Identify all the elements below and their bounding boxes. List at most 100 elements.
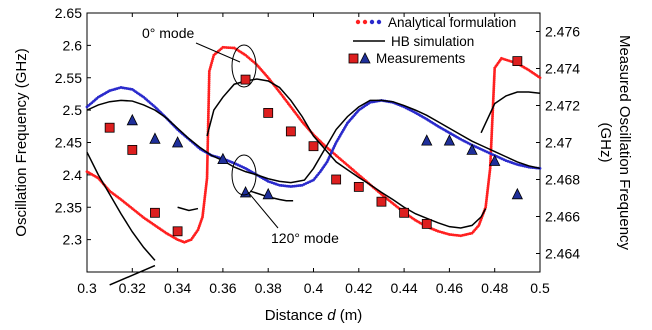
measurement-triangle [149, 132, 161, 144]
x-tick-label: 0.42 [345, 280, 372, 296]
y-right-tick-label: 2.468 [545, 172, 580, 188]
measurement-square [399, 207, 410, 218]
analytical-dot [207, 108, 210, 111]
y-right-tick-label: 2.476 [545, 24, 580, 40]
measurement-triangle [421, 134, 433, 146]
annotation-120-mode: 120° mode [271, 230, 339, 246]
annotation-0-mode: 0° mode [142, 25, 195, 41]
analytical-dot [492, 78, 496, 82]
legend-analytical-blue-dot [369, 19, 375, 25]
legend-triangle-marker [359, 52, 371, 64]
measurement-triangle [443, 134, 456, 146]
analytical-dot [493, 72, 496, 76]
x-tick-label: 0.44 [390, 280, 417, 296]
analytical-series-120-mode [85, 86, 542, 188]
y-axis-left-label: Oscillation Frequency (GHz) [13, 48, 30, 236]
analytical-dot [206, 116, 210, 120]
x-tick-label: 0.3 [77, 280, 97, 296]
analytical-dot [490, 136, 493, 140]
analytical-dot [205, 160, 209, 164]
analytical-dot [491, 98, 495, 102]
measurement-square [150, 207, 160, 218]
analytical-dot [492, 74, 496, 78]
analytical-dot [206, 158, 209, 162]
y-left-tick-label: 2.45 [55, 135, 82, 151]
analytical-dot [490, 120, 494, 124]
analytical-dot [490, 130, 494, 134]
analytical-dot [491, 112, 495, 116]
analytical-dot [490, 122, 494, 126]
y-axis-right-label-line2: (GHz) [597, 123, 614, 163]
series-layer [85, 45, 542, 286]
hb-simulation-line [86, 151, 156, 261]
analytical-dot [207, 112, 210, 116]
y-right-tick-label: 2.474 [545, 61, 580, 77]
analytical-dot [492, 90, 496, 94]
measurement-triangle [511, 187, 523, 200]
measurement-square [104, 122, 115, 133]
analytical-dot [206, 140, 210, 144]
analytical-dot [205, 166, 209, 170]
analytical-dot [492, 92, 495, 96]
legend-analytical-blue-dot [376, 19, 382, 25]
hb-simulation-line [206, 78, 487, 229]
analytical-dot [489, 158, 492, 162]
analytical-dot [206, 148, 210, 152]
measurement-triangle [239, 186, 252, 198]
analytical-dot [538, 76, 542, 80]
analytical-dot [492, 94, 495, 98]
analytical-dot [207, 75, 211, 79]
analytical-dot [490, 126, 494, 130]
legend-analytical-red-dot [355, 19, 361, 25]
y-axis-right-label-line1: Measured Oscillation Frequency [616, 35, 633, 251]
analytical-dot [205, 176, 209, 180]
analytical-dot [207, 71, 211, 75]
y-left-tick-label: 2.55 [55, 70, 82, 86]
measurement-triangle [466, 143, 478, 155]
analytical-dot [207, 81, 211, 85]
annotation-120-mode-ellipse [231, 154, 257, 196]
analytical-dot [206, 156, 209, 160]
tick-labels: 0.3 0.32 0.34 0.36 0.38 0.4 0.42 0.44 0.46 0.48 0.… [55, 5, 580, 296]
analytical-dot [490, 128, 494, 132]
analytical-dot [207, 94, 211, 97]
legend: Analytical formulation HB simulation Mea… [348, 15, 516, 66]
measurement-triangle [126, 113, 138, 126]
analytical-dot [489, 154, 493, 158]
measurement-square [353, 181, 364, 192]
annotations: 0° mode 120° mode [142, 25, 339, 246]
analytical-dot [492, 86, 496, 90]
hb-simulation-line [86, 99, 541, 184]
measurement-square [263, 108, 274, 118]
legend-square-marker [348, 53, 359, 64]
analytical-dot [207, 102, 211, 105]
analytical-dot [492, 82, 496, 86]
y-right-tick-label: 2.464 [545, 246, 580, 262]
measurement-triangle [217, 152, 229, 165]
tick-marks [86, 12, 541, 272]
analytical-dot [490, 134, 494, 138]
measurement-triangle [489, 154, 501, 166]
analytical-dot [206, 138, 210, 142]
analytical-dot [207, 90, 211, 93]
analytical-dot [492, 84, 496, 88]
hb-simulation-line [480, 91, 541, 134]
analytical-dot [491, 114, 494, 118]
measurement-square [331, 174, 342, 185]
y-left-tick-label: 2.35 [55, 199, 82, 215]
legend-hb-label: HB simulation [391, 34, 474, 49]
analytical-dot [207, 106, 210, 109]
legend-analytical-label: Analytical formulation [388, 15, 516, 30]
analytical-dot [207, 96, 211, 99]
legend-analytical-red-dot [362, 19, 368, 25]
measurement-triangle [171, 136, 184, 148]
analytical-dot [491, 96, 495, 100]
analytical-dot [206, 144, 210, 148]
measurement-square [421, 218, 432, 229]
measurement-square [376, 196, 387, 207]
x-tick-label: 0.5 [530, 280, 550, 296]
x-tick-label: 0.36 [209, 280, 236, 296]
analytical-dot [206, 120, 210, 124]
analytical-dot [492, 88, 496, 92]
